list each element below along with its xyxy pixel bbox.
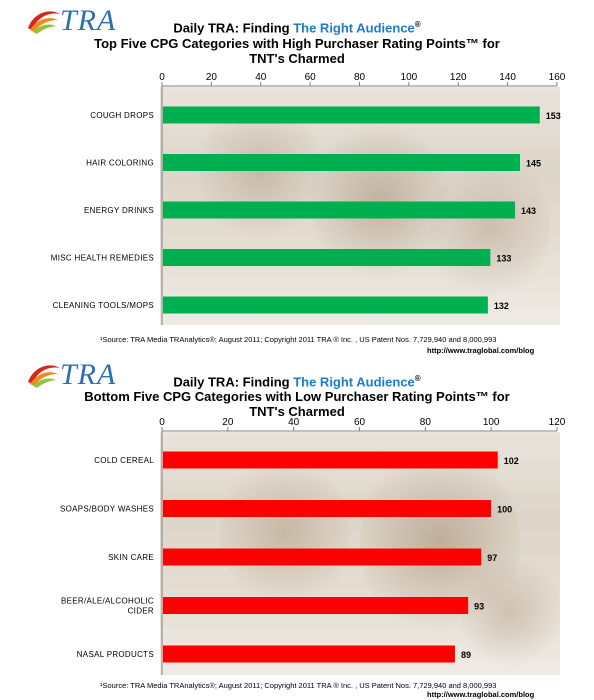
category-label: HAIR COLORING [86, 159, 154, 168]
x-tick-label: 100 [483, 417, 500, 428]
bar [163, 201, 516, 219]
bar-value-label: 97 [487, 553, 497, 563]
chart-title-line2: Bottom Five CPG Categories with Low Purc… [84, 389, 510, 404]
blog-link[interactable]: http://www.traglobal.com/blog [427, 690, 535, 699]
category-label: CIDER [128, 607, 154, 616]
bar-value-label: 93 [474, 602, 484, 612]
chart-title-line3: TNT's Charmed [249, 51, 345, 66]
x-tick-label: 40 [288, 417, 300, 428]
category-label: COUGH DROPS [90, 111, 154, 120]
chart-title-line1: Daily TRA: Finding The Right Audience® [0, 20, 594, 35]
bar-value-label: 102 [504, 456, 519, 466]
x-tick-label: 20 [206, 72, 218, 83]
x-tick-label: 0 [159, 417, 165, 428]
bottom-chart-panel: TRA Daily TRA: Finding The Right Audienc… [0, 350, 594, 700]
bar-value-label: 143 [521, 206, 536, 216]
x-tick-label: 120 [450, 72, 467, 83]
logo-text: TRA [60, 4, 117, 37]
x-tick-label: 0 [159, 72, 165, 83]
logo-swirl-icon [28, 11, 60, 34]
chart-title-line2: Top Five CPG Categories with High Purcha… [94, 36, 500, 51]
title-registered: ® [414, 20, 421, 29]
bar-value-label: 133 [496, 254, 511, 264]
top-bar-chart: 0 20 40 60 80 100 120 140 160 153 COUGH DROPS 145 HA… [51, 72, 566, 325]
bar [163, 548, 482, 566]
x-tick-label: 120 [549, 417, 566, 428]
bar [163, 645, 455, 663]
source-note: ¹Source: TRA Media TRAnalytics®; August … [100, 681, 497, 690]
chart-title-line1: Daily TRA: Finding The Right Audience® [0, 374, 594, 389]
bar-value-label: 89 [461, 650, 471, 660]
bar [163, 597, 469, 614]
bar [163, 296, 488, 314]
bottom-bar-chart: 0 20 40 60 80 100 120 102 COLD CEREAL 100 SOAPS/BO… [60, 417, 566, 675]
category-label: CLEANING TOOLS/MOPS [53, 301, 154, 310]
bar-value-label: 145 [526, 159, 541, 169]
x-tick-label: 160 [549, 72, 566, 83]
logo-text: TRA [60, 358, 117, 391]
category-label: BEER/ALE/ALCOHOLIC [61, 597, 154, 606]
bar [163, 500, 492, 517]
source-note: ¹Source: TRA Media TRAnalytics®; August … [100, 335, 497, 344]
chart-title-line3: TNT's Charmed [249, 404, 345, 419]
title-registered: ® [414, 374, 421, 383]
x-tick-label: 60 [354, 417, 366, 428]
category-label: NASAL PRODUCTS [77, 650, 154, 659]
title-prefix: Daily TRA: Finding [173, 20, 294, 36]
bar-value-label: 132 [494, 301, 509, 311]
tra-logo: TRA [24, 358, 134, 394]
bar-value-label: 153 [546, 111, 561, 121]
bar [163, 106, 540, 124]
bar [163, 451, 498, 469]
title-accent: The Right Audience [293, 374, 415, 390]
category-label: SKIN CARE [108, 553, 154, 562]
category-label: ENERGY DRINKS [84, 206, 154, 215]
category-label: COLD CEREAL [94, 456, 154, 465]
top-chart-panel: TRA Daily TRA: Finding The Right Audienc… [0, 4, 594, 355]
tra-logo: TRA [24, 4, 134, 40]
category-label: SOAPS/BODY WASHES [60, 505, 154, 514]
blog-link[interactable]: http://www.traglobal.com/blog [427, 346, 535, 355]
bar [163, 154, 520, 171]
bar [163, 249, 491, 266]
x-tick-label: 40 [255, 72, 267, 83]
x-tick-label: 20 [222, 417, 234, 428]
bar-value-label: 100 [497, 505, 512, 515]
x-tick-label: 140 [499, 72, 516, 83]
title-accent: The Right Audience [293, 20, 415, 36]
category-label: MISC HEALTH REMEDIES [51, 254, 154, 263]
x-tick-label: 80 [354, 72, 366, 83]
logo-swirl-icon [28, 365, 60, 388]
x-tick-label: 60 [305, 72, 317, 83]
title-prefix: Daily TRA: Finding [173, 374, 294, 390]
x-tick-label: 100 [401, 72, 418, 83]
x-tick-label: 80 [420, 417, 432, 428]
